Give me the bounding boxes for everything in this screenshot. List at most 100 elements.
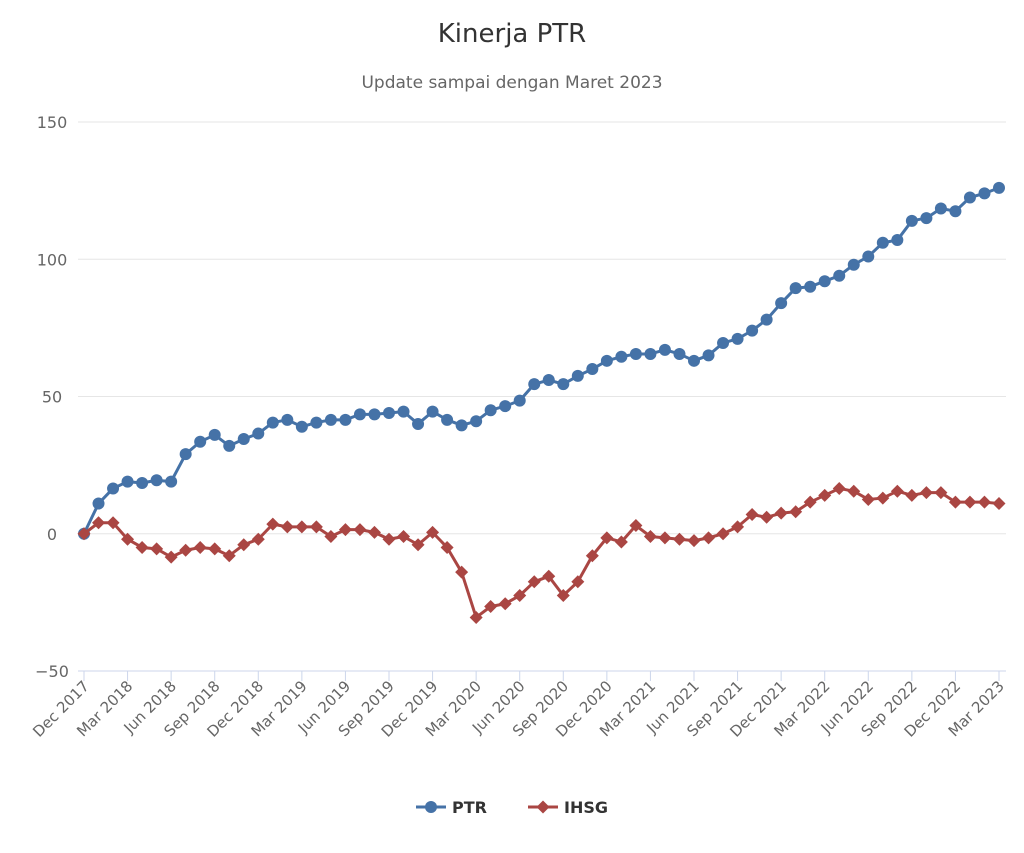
data-point-ptr[interactable] [441,413,454,426]
data-point-ptr[interactable] [295,420,308,433]
data-point-ptr[interactable] [993,181,1005,194]
data-point-ihsg[interactable] [397,529,411,543]
data-point-ihsg[interactable] [455,565,469,579]
data-point-ptr[interactable] [470,415,483,428]
data-point-ptr[interactable] [789,282,802,295]
data-point-ptr[interactable] [673,347,686,360]
data-point-ihsg[interactable] [338,523,352,537]
data-point-ptr[interactable] [310,416,323,429]
data-point-ptr[interactable] [339,413,352,426]
data-point-ihsg[interactable] [295,520,309,534]
data-point-ihsg[interactable] [890,484,904,498]
data-point-ptr[interactable] [891,234,904,247]
data-point-ihsg[interactable] [571,575,585,589]
data-point-ihsg[interactable] [861,492,875,506]
data-point-ptr[interactable] [557,378,570,391]
data-point-ihsg[interactable] [658,531,672,545]
data-point-ihsg[interactable] [977,495,991,509]
data-point-ihsg[interactable] [614,535,628,549]
data-point-ptr[interactable] [165,475,178,488]
data-point-ptr[interactable] [731,332,744,345]
data-point-ihsg[interactable] [556,589,570,603]
data-point-ptr[interactable] [513,394,526,407]
data-point-ptr[interactable] [499,400,512,413]
data-point-ihsg[interactable] [164,550,178,564]
data-point-ptr[interactable] [658,343,671,356]
data-point-ihsg[interactable] [484,599,498,613]
data-point-ihsg[interactable] [237,538,251,552]
data-point-ptr[interactable] [876,236,889,249]
data-point-ihsg[interactable] [222,549,236,563]
data-point-ptr[interactable] [542,374,555,387]
data-point-ihsg[interactable] [353,523,367,537]
data-point-ihsg[interactable] [135,540,149,554]
data-point-ihsg[interactable] [309,520,323,534]
data-point-ptr[interactable] [252,427,265,440]
data-point-ptr[interactable] [412,417,425,430]
data-point-ihsg[interactable] [687,534,701,548]
data-point-ihsg[interactable] [106,516,120,530]
data-point-ptr[interactable] [978,187,991,200]
data-point-ptr[interactable] [107,482,120,495]
legend-item-ihsg[interactable]: IHSG [528,798,608,817]
data-point-ptr[interactable] [266,416,279,429]
data-point-ihsg[interactable] [745,508,759,522]
data-point-ptr[interactable] [368,408,381,421]
data-point-ihsg[interactable] [382,532,396,546]
data-point-ihsg[interactable] [905,488,919,502]
data-point-ptr[interactable] [136,476,149,489]
data-point-ihsg[interactable] [774,506,788,520]
data-point-ptr[interactable] [179,448,192,461]
data-point-ptr[interactable] [644,347,657,360]
data-point-ptr[interactable] [629,347,642,360]
data-point-ihsg[interactable] [208,542,222,556]
data-point-ptr[interactable] [804,280,817,293]
data-point-ptr[interactable] [600,354,613,367]
data-point-ptr[interactable] [702,349,715,362]
data-point-ihsg[interactable] [600,531,614,545]
data-point-ptr[interactable] [397,405,410,418]
data-point-ptr[interactable] [688,354,700,367]
data-point-ihsg[interactable] [702,531,716,545]
data-point-ihsg[interactable] [266,517,280,531]
data-point-ihsg[interactable] [324,529,338,543]
data-point-ptr[interactable] [455,419,468,432]
data-point-ihsg[interactable] [92,516,106,530]
data-point-ptr[interactable] [717,336,730,349]
data-point-ptr[interactable] [746,324,759,337]
data-point-ihsg[interactable] [498,597,512,611]
data-point-ihsg[interactable] [716,527,730,541]
data-point-ihsg[interactable] [948,495,962,509]
data-point-ihsg[interactable] [77,527,91,541]
data-point-ihsg[interactable] [280,520,294,534]
data-point-ihsg[interactable] [847,484,861,498]
data-point-ptr[interactable] [833,269,846,282]
data-point-ptr[interactable] [208,428,221,441]
data-point-ihsg[interactable] [513,589,527,603]
data-point-ptr[interactable] [484,404,497,417]
data-point-ihsg[interactable] [629,519,643,533]
data-point-ptr[interactable] [281,413,294,426]
data-point-ptr[interactable] [92,497,105,510]
data-point-ptr[interactable] [949,205,962,218]
data-point-ptr[interactable] [586,363,599,376]
data-point-ptr[interactable] [383,406,395,419]
data-point-ihsg[interactable] [832,481,846,495]
data-point-ptr[interactable] [963,191,976,204]
data-point-ihsg[interactable] [367,525,381,539]
data-point-ihsg[interactable] [542,569,556,583]
legend-item-ptr[interactable]: PTR [416,798,487,817]
data-point-ptr[interactable] [847,258,860,271]
data-point-ihsg[interactable] [760,510,774,524]
data-point-ihsg[interactable] [469,610,483,624]
data-point-ihsg[interactable] [934,486,948,500]
data-point-ihsg[interactable] [919,486,933,500]
data-point-ptr[interactable] [528,378,541,391]
data-point-ihsg[interactable] [585,549,599,563]
data-point-ihsg[interactable] [803,495,817,509]
data-point-ihsg[interactable] [643,529,657,543]
data-point-ptr[interactable] [760,313,773,326]
data-point-ptr[interactable] [237,433,250,446]
data-point-ihsg[interactable] [876,491,890,505]
data-point-ihsg[interactable] [818,488,832,502]
